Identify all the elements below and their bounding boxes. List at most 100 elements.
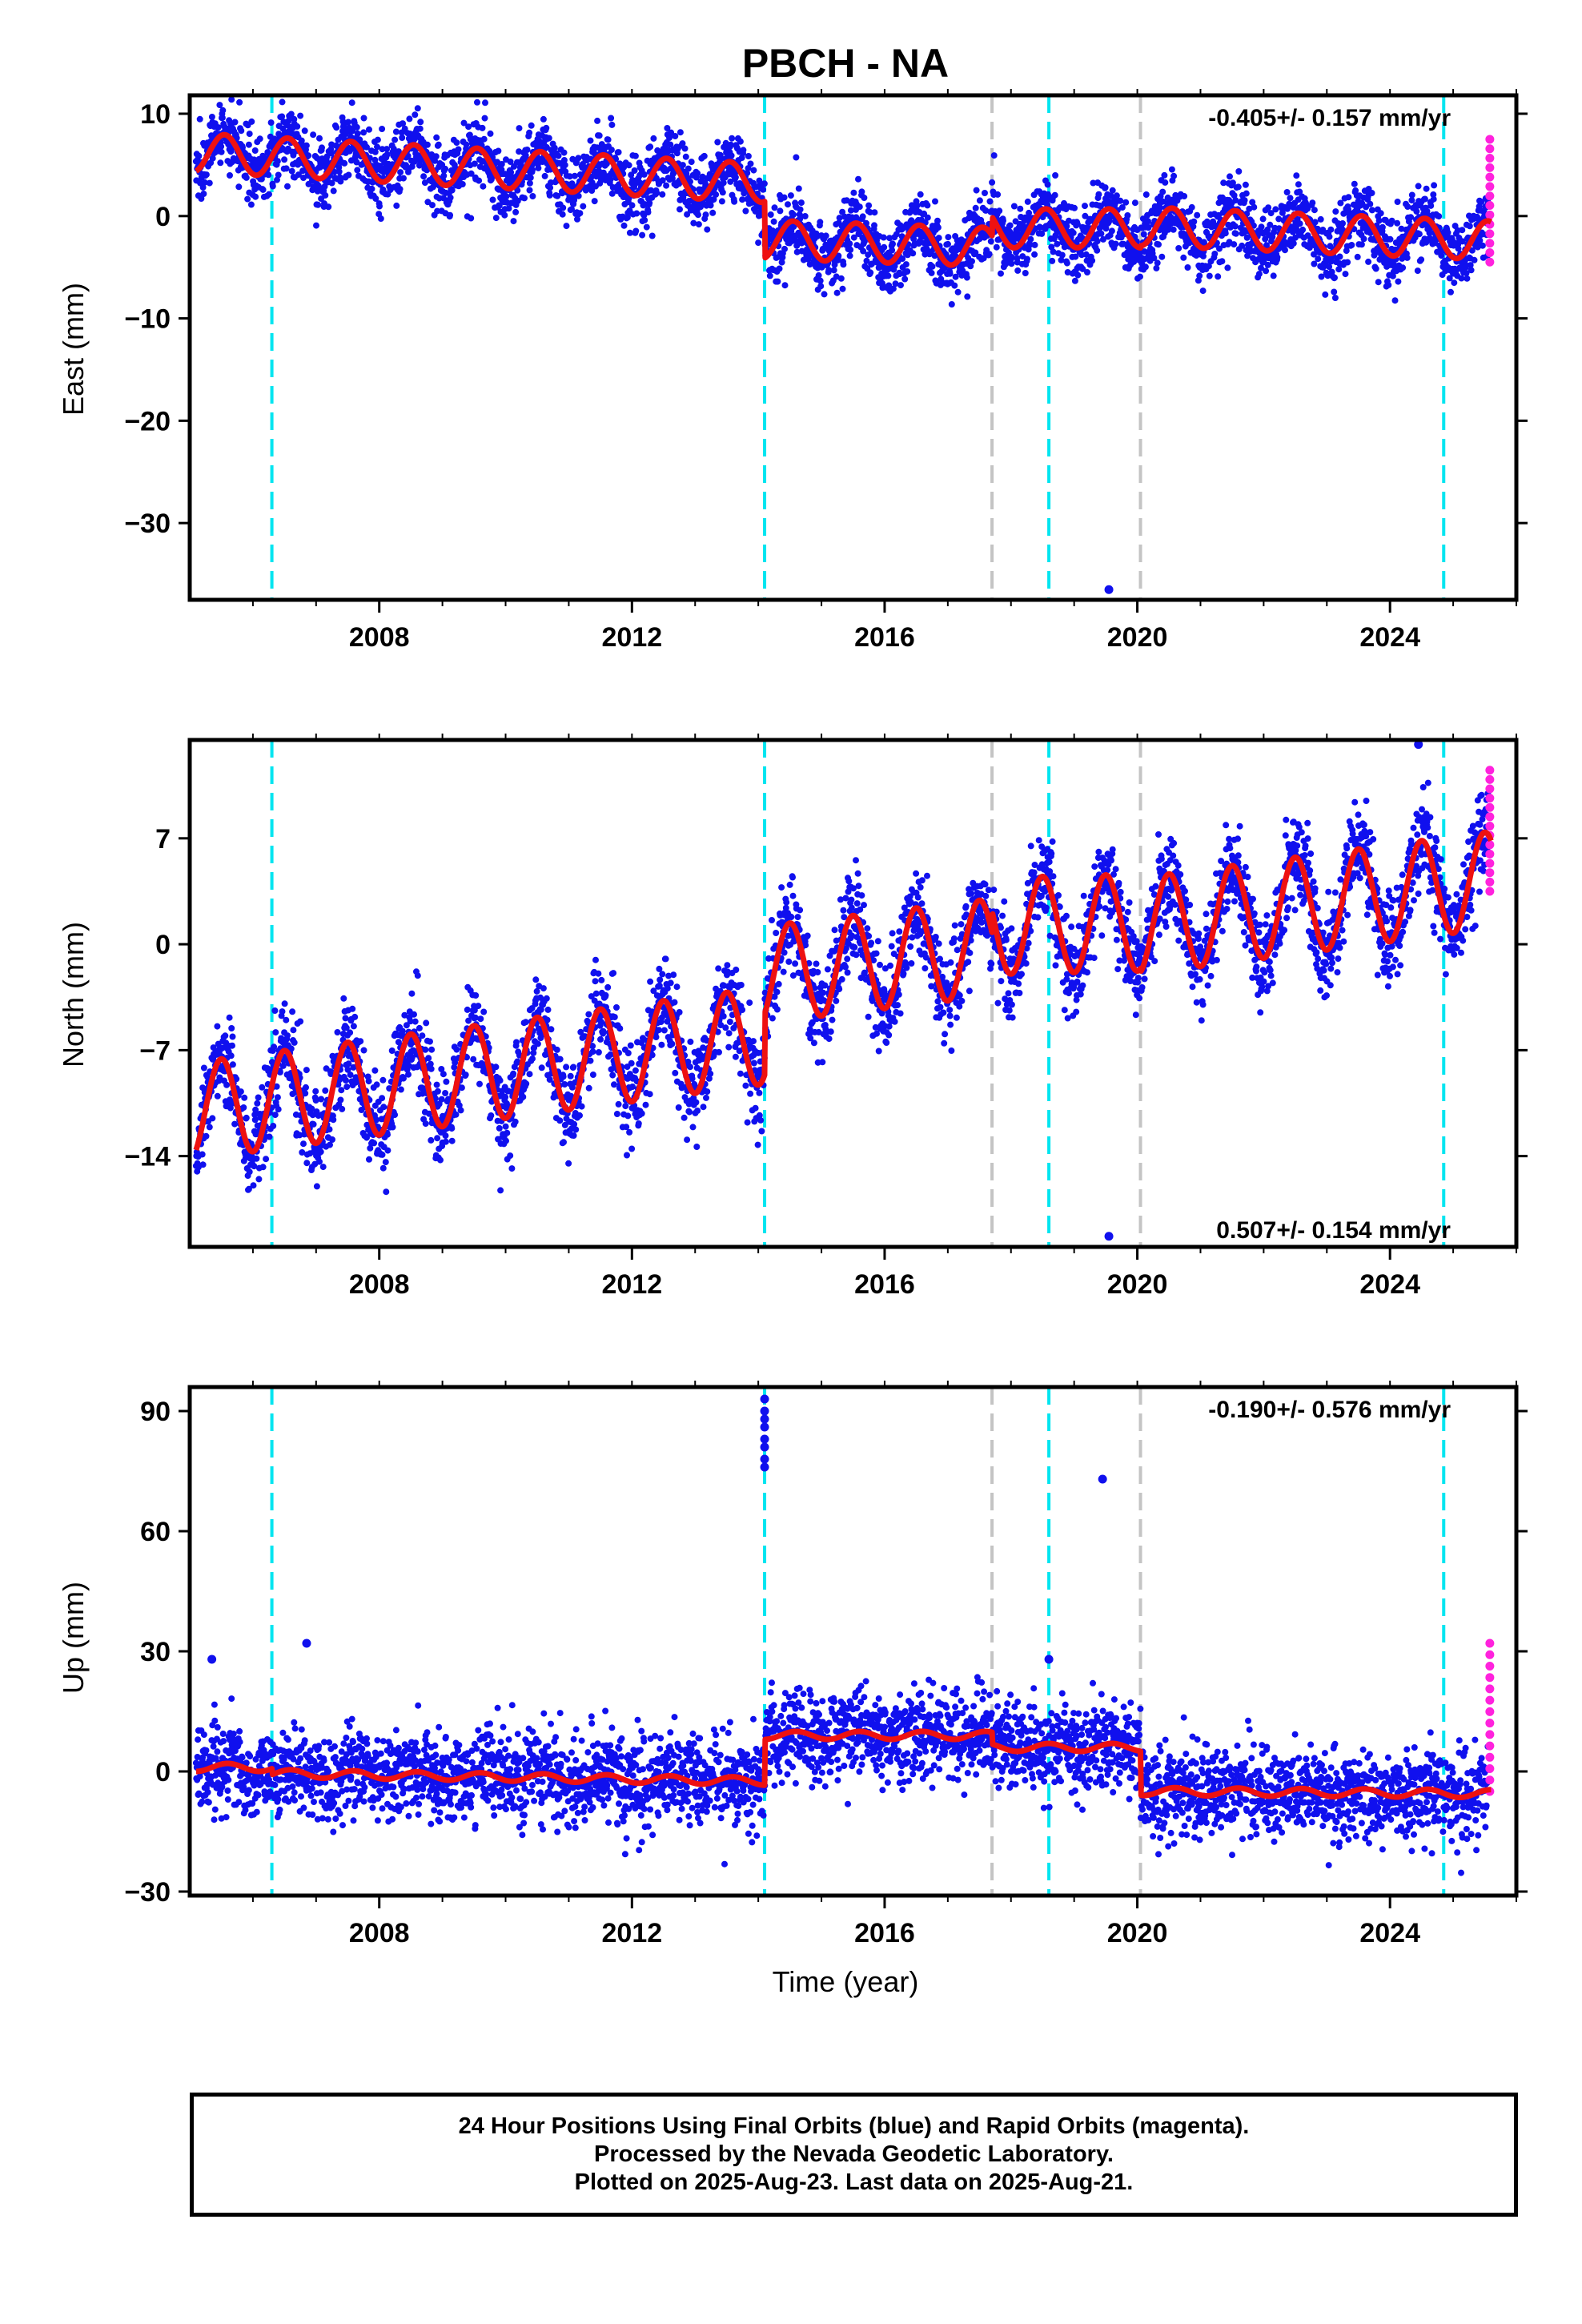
east-rapid-orbit-point: [1485, 201, 1495, 211]
east-outlier-point: [1104, 585, 1114, 594]
east-plot-frame: [187, 93, 1519, 602]
east-rapid-orbit-point: [1485, 248, 1495, 258]
x-axis-label: Time (year): [773, 1965, 919, 1998]
up-outlier-point: [207, 1655, 217, 1664]
up-outlier-point: [760, 1406, 769, 1416]
up-rapid-orbit-point: [1485, 1638, 1495, 1648]
north-final-orbit-points: [192, 779, 1492, 1196]
north-rapid-orbit-point: [1485, 887, 1495, 896]
up-rapid-orbit-point: [1485, 1650, 1495, 1659]
east-rapid-orbit-point: [1485, 257, 1495, 267]
footer-line-3: Plotted on 2025-Aug-23. Last data on 202…: [574, 2169, 1134, 2195]
east-rapid-orbit-point: [1485, 163, 1495, 172]
north-rapid-orbit-point: [1485, 822, 1495, 831]
east-y-tick-label: 0: [155, 202, 171, 232]
up-model-fit-line: [194, 1728, 1494, 1800]
east-x-tick-label: 2020: [1107, 622, 1168, 653]
north-rapid-orbit-point: [1485, 812, 1495, 822]
up-rapid-orbit-point: [1485, 1741, 1495, 1751]
footer-line-1: 24 Hour Positions Using Final Orbits (bl…: [458, 2113, 1250, 2139]
east-rapid-orbit-point: [1485, 239, 1495, 248]
panel-up: 90 60 30 0 −30 2008 2012 2016 2020 2024 -0.190+/-…: [57, 1381, 1528, 1998]
up-outlier-point: [760, 1414, 769, 1424]
north-rapid-orbit-point: [1485, 766, 1495, 775]
east-y-tick-label: −10: [124, 304, 171, 335]
east-x-tick-label: 2008: [349, 622, 410, 653]
east-rapid-orbit-point: [1485, 135, 1495, 144]
up-outlier-point: [760, 1422, 769, 1432]
east-rapid-orbit-point: [1485, 144, 1495, 154]
north-y-tick-label: 7: [155, 824, 171, 854]
north-rapid-orbit-point: [1485, 774, 1495, 784]
north-model-fit-line: [193, 829, 1494, 1155]
up-outlier-point: [1098, 1474, 1107, 1484]
up-x-tick-label: 2020: [1107, 1918, 1168, 1948]
east-rapid-orbit-point: [1485, 229, 1495, 239]
north-plot-frame: [187, 738, 1519, 1249]
chart-title: PBCH - NA: [742, 41, 949, 86]
north-rapid-orbit-point: [1485, 840, 1495, 850]
north-rapid-orbit-point: [1485, 858, 1495, 868]
up-plot-frame: [187, 1385, 1519, 1898]
up-rapid-orbit-point: [1485, 1775, 1495, 1785]
up-x-tick-label: 2016: [854, 1918, 915, 1948]
east-plot-area: 10 0 −10 −20 −30 2008 2012 2016 2020 2024: [124, 89, 1528, 653]
up-y-tick-label: 90: [140, 1397, 171, 1427]
up-outlier-point: [760, 1454, 769, 1464]
up-outlier-point: [760, 1394, 769, 1404]
up-x-tick-label: 2024: [1359, 1918, 1420, 1948]
north-rapid-orbit-point: [1485, 849, 1495, 858]
north-outlier-point: [1104, 1232, 1114, 1241]
east-rapid-orbit-point: [1485, 172, 1495, 182]
north-x-tick-label: 2020: [1107, 1269, 1168, 1300]
east-rate-label: -0.405+/- 0.157 mm/yr: [1208, 105, 1451, 131]
up-rapid-orbit-point: [1485, 1673, 1495, 1683]
footer-info-box: 24 Hour Positions Using Final Orbits (bl…: [190, 2093, 1518, 2217]
north-rapid-orbit-point: [1485, 868, 1495, 878]
up-outlier-point: [760, 1442, 769, 1452]
east-model-fit-line: [194, 131, 1494, 268]
up-rate-label: -0.190+/- 0.576 mm/yr: [1208, 1397, 1451, 1423]
north-rapid-orbit-point: [1485, 784, 1495, 794]
north-x-tick-label: 2016: [854, 1269, 915, 1300]
up-final-orbit-points: [192, 1674, 1492, 1876]
up-rapid-orbit-point: [1485, 1684, 1495, 1694]
up-outlier-point: [760, 1462, 769, 1472]
up-x-tick-label: 2008: [349, 1918, 410, 1948]
north-y-axis-label: North (mm): [57, 922, 90, 1068]
north-x-tick-label: 2024: [1359, 1269, 1420, 1300]
east-rapid-orbit-point: [1485, 182, 1495, 191]
north-y-tick-label: −7: [139, 1035, 171, 1066]
east-x-tick-label: 2024: [1359, 622, 1420, 653]
east-y-tick-label: −20: [124, 406, 171, 436]
north-rapid-orbit-point: [1485, 794, 1495, 803]
east-x-tick-label: 2016: [854, 622, 915, 653]
east-final-orbit-points: [192, 96, 1492, 308]
up-y-tick-label: 0: [155, 1757, 171, 1787]
up-outlier-point: [1044, 1655, 1054, 1664]
up-rapid-orbit-point: [1485, 1719, 1495, 1728]
north-x-tick-label: 2012: [602, 1269, 663, 1300]
panel-east: 10 0 −10 −20 −30 2008 2012 2016 2020 2024 -0.405+…: [57, 89, 1528, 653]
north-y-tick-label: 0: [155, 930, 171, 960]
up-rapid-orbit-point: [1485, 1752, 1495, 1762]
up-rapid-orbit-point: [1485, 1730, 1495, 1739]
up-y-tick-label: −30: [124, 1877, 171, 1908]
up-rapid-orbit-point: [1485, 1707, 1495, 1716]
north-outlier-point: [1414, 740, 1423, 750]
up-x-tick-label: 2012: [602, 1918, 663, 1948]
east-y-axis-label: East (mm): [57, 283, 90, 416]
north-rapid-orbit-point: [1485, 877, 1495, 887]
up-outlier-point: [302, 1638, 311, 1648]
east-rapid-orbit-point: [1485, 210, 1495, 219]
north-x-tick-label: 2008: [349, 1269, 410, 1300]
up-y-tick-label: 60: [140, 1517, 171, 1547]
east-y-tick-label: −30: [124, 509, 171, 539]
footer-line-2: Processed by the Nevada Geodetic Laborat…: [594, 2141, 1114, 2167]
east-y-tick-label: 10: [140, 99, 171, 130]
up-plot-area: 90 60 30 0 −30 2008 2012 2016 2020 2024: [124, 1381, 1528, 1948]
north-y-tick-label: −14: [124, 1142, 171, 1172]
up-rapid-orbit-point: [1485, 1764, 1495, 1774]
east-rapid-orbit-point: [1485, 154, 1495, 163]
north-rapid-orbit-point: [1485, 802, 1495, 812]
